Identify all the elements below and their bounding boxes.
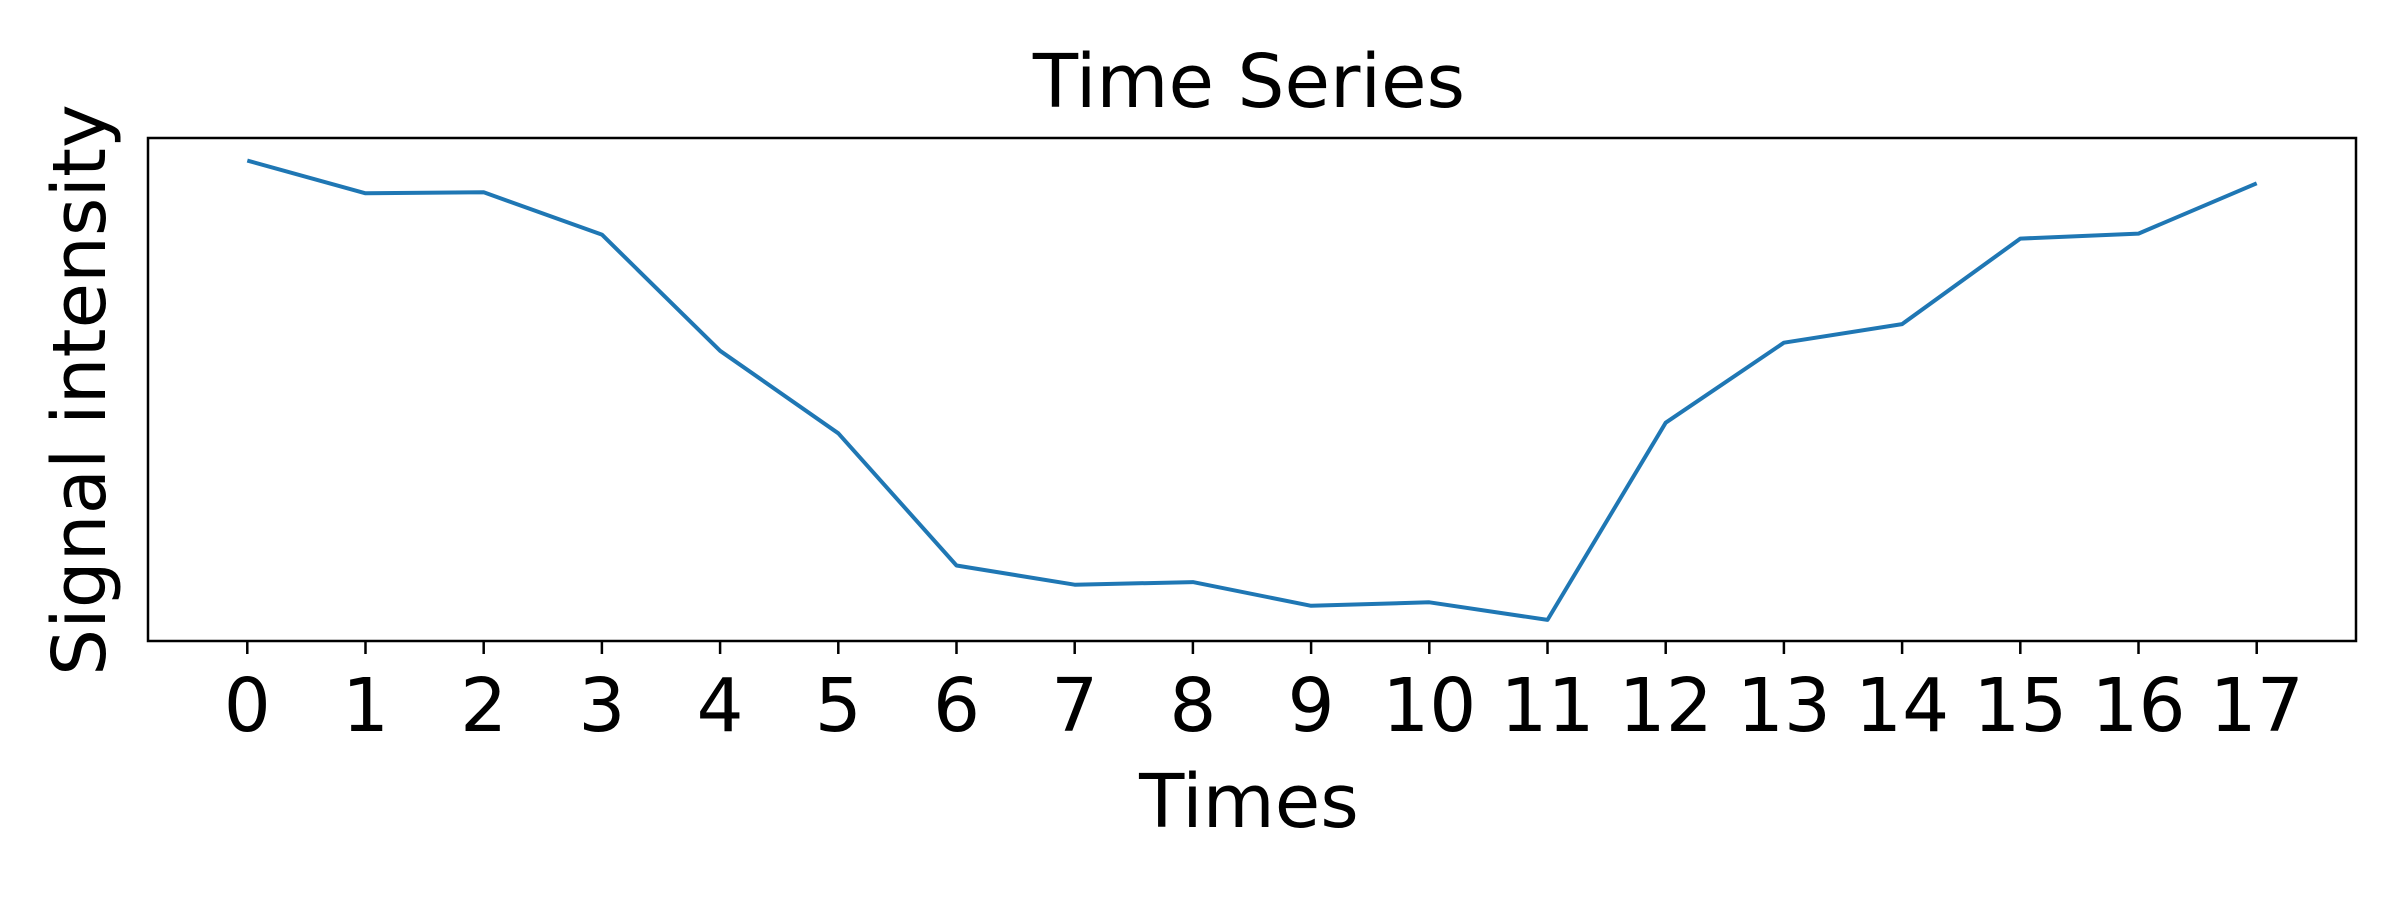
plot-area-frame xyxy=(146,136,2358,643)
series-layer xyxy=(246,158,2258,622)
data-point-0-11 xyxy=(1547,619,1548,620)
data-point-0-12 xyxy=(1665,422,1666,423)
data-point-0-15 xyxy=(2020,238,2021,239)
x-tick-label-16: 16 xyxy=(2091,663,2185,749)
x-tick-label-7: 7 xyxy=(1051,663,1098,749)
data-point-0-8 xyxy=(1192,582,1193,583)
x-axis-tick-labels: 0 1 2 3 4 5 6 7 8 9 10 11 12 13 14 15 16 17 xyxy=(224,663,2304,749)
data-point-0-6 xyxy=(956,565,957,566)
chart-title: Time Series xyxy=(1032,39,1465,125)
x-tick-label-15: 15 xyxy=(1973,663,2067,749)
x-tick-label-13: 13 xyxy=(1737,663,1831,749)
data-point-0-17 xyxy=(2256,183,2257,184)
data-point-0-2 xyxy=(483,192,484,193)
data-point-0-4 xyxy=(720,350,721,351)
series-line-0 xyxy=(246,158,2258,622)
x-tick-label-1: 1 xyxy=(342,663,389,749)
x-tick-label-3: 3 xyxy=(578,663,625,749)
x-tick-label-9: 9 xyxy=(1288,663,1335,749)
x-tick-label-10: 10 xyxy=(1382,663,1476,749)
data-point-0-5 xyxy=(838,433,839,434)
x-tick-label-4: 4 xyxy=(697,663,744,749)
y-axis-label: Signal intensity xyxy=(37,104,123,676)
data-point-0-16 xyxy=(2138,233,2139,234)
data-point-0-0 xyxy=(247,160,248,161)
data-point-0-3 xyxy=(601,234,602,235)
data-point-0-7 xyxy=(1074,584,1075,585)
x-tick-label-8: 8 xyxy=(1169,663,1216,749)
x-tick-label-14: 14 xyxy=(1855,663,1949,749)
x-tick-label-11: 11 xyxy=(1500,663,1594,749)
data-point-0-1 xyxy=(365,193,366,194)
x-tick-label-17: 17 xyxy=(2210,663,2304,749)
x-tick-label-2: 2 xyxy=(460,663,507,749)
data-point-0-13 xyxy=(1783,342,1784,343)
x-tick-label-0: 0 xyxy=(224,663,271,749)
data-point-0-9 xyxy=(1311,605,1312,606)
x-axis-label: Times xyxy=(1138,759,1359,845)
data-point-0-10 xyxy=(1429,602,1430,603)
x-tick-label-12: 12 xyxy=(1619,663,1713,749)
x-tick-label-5: 5 xyxy=(815,663,862,749)
x-axis-ticks xyxy=(246,641,2258,654)
data-point-0-14 xyxy=(1902,324,1903,325)
x-tick-label-6: 6 xyxy=(933,663,980,749)
